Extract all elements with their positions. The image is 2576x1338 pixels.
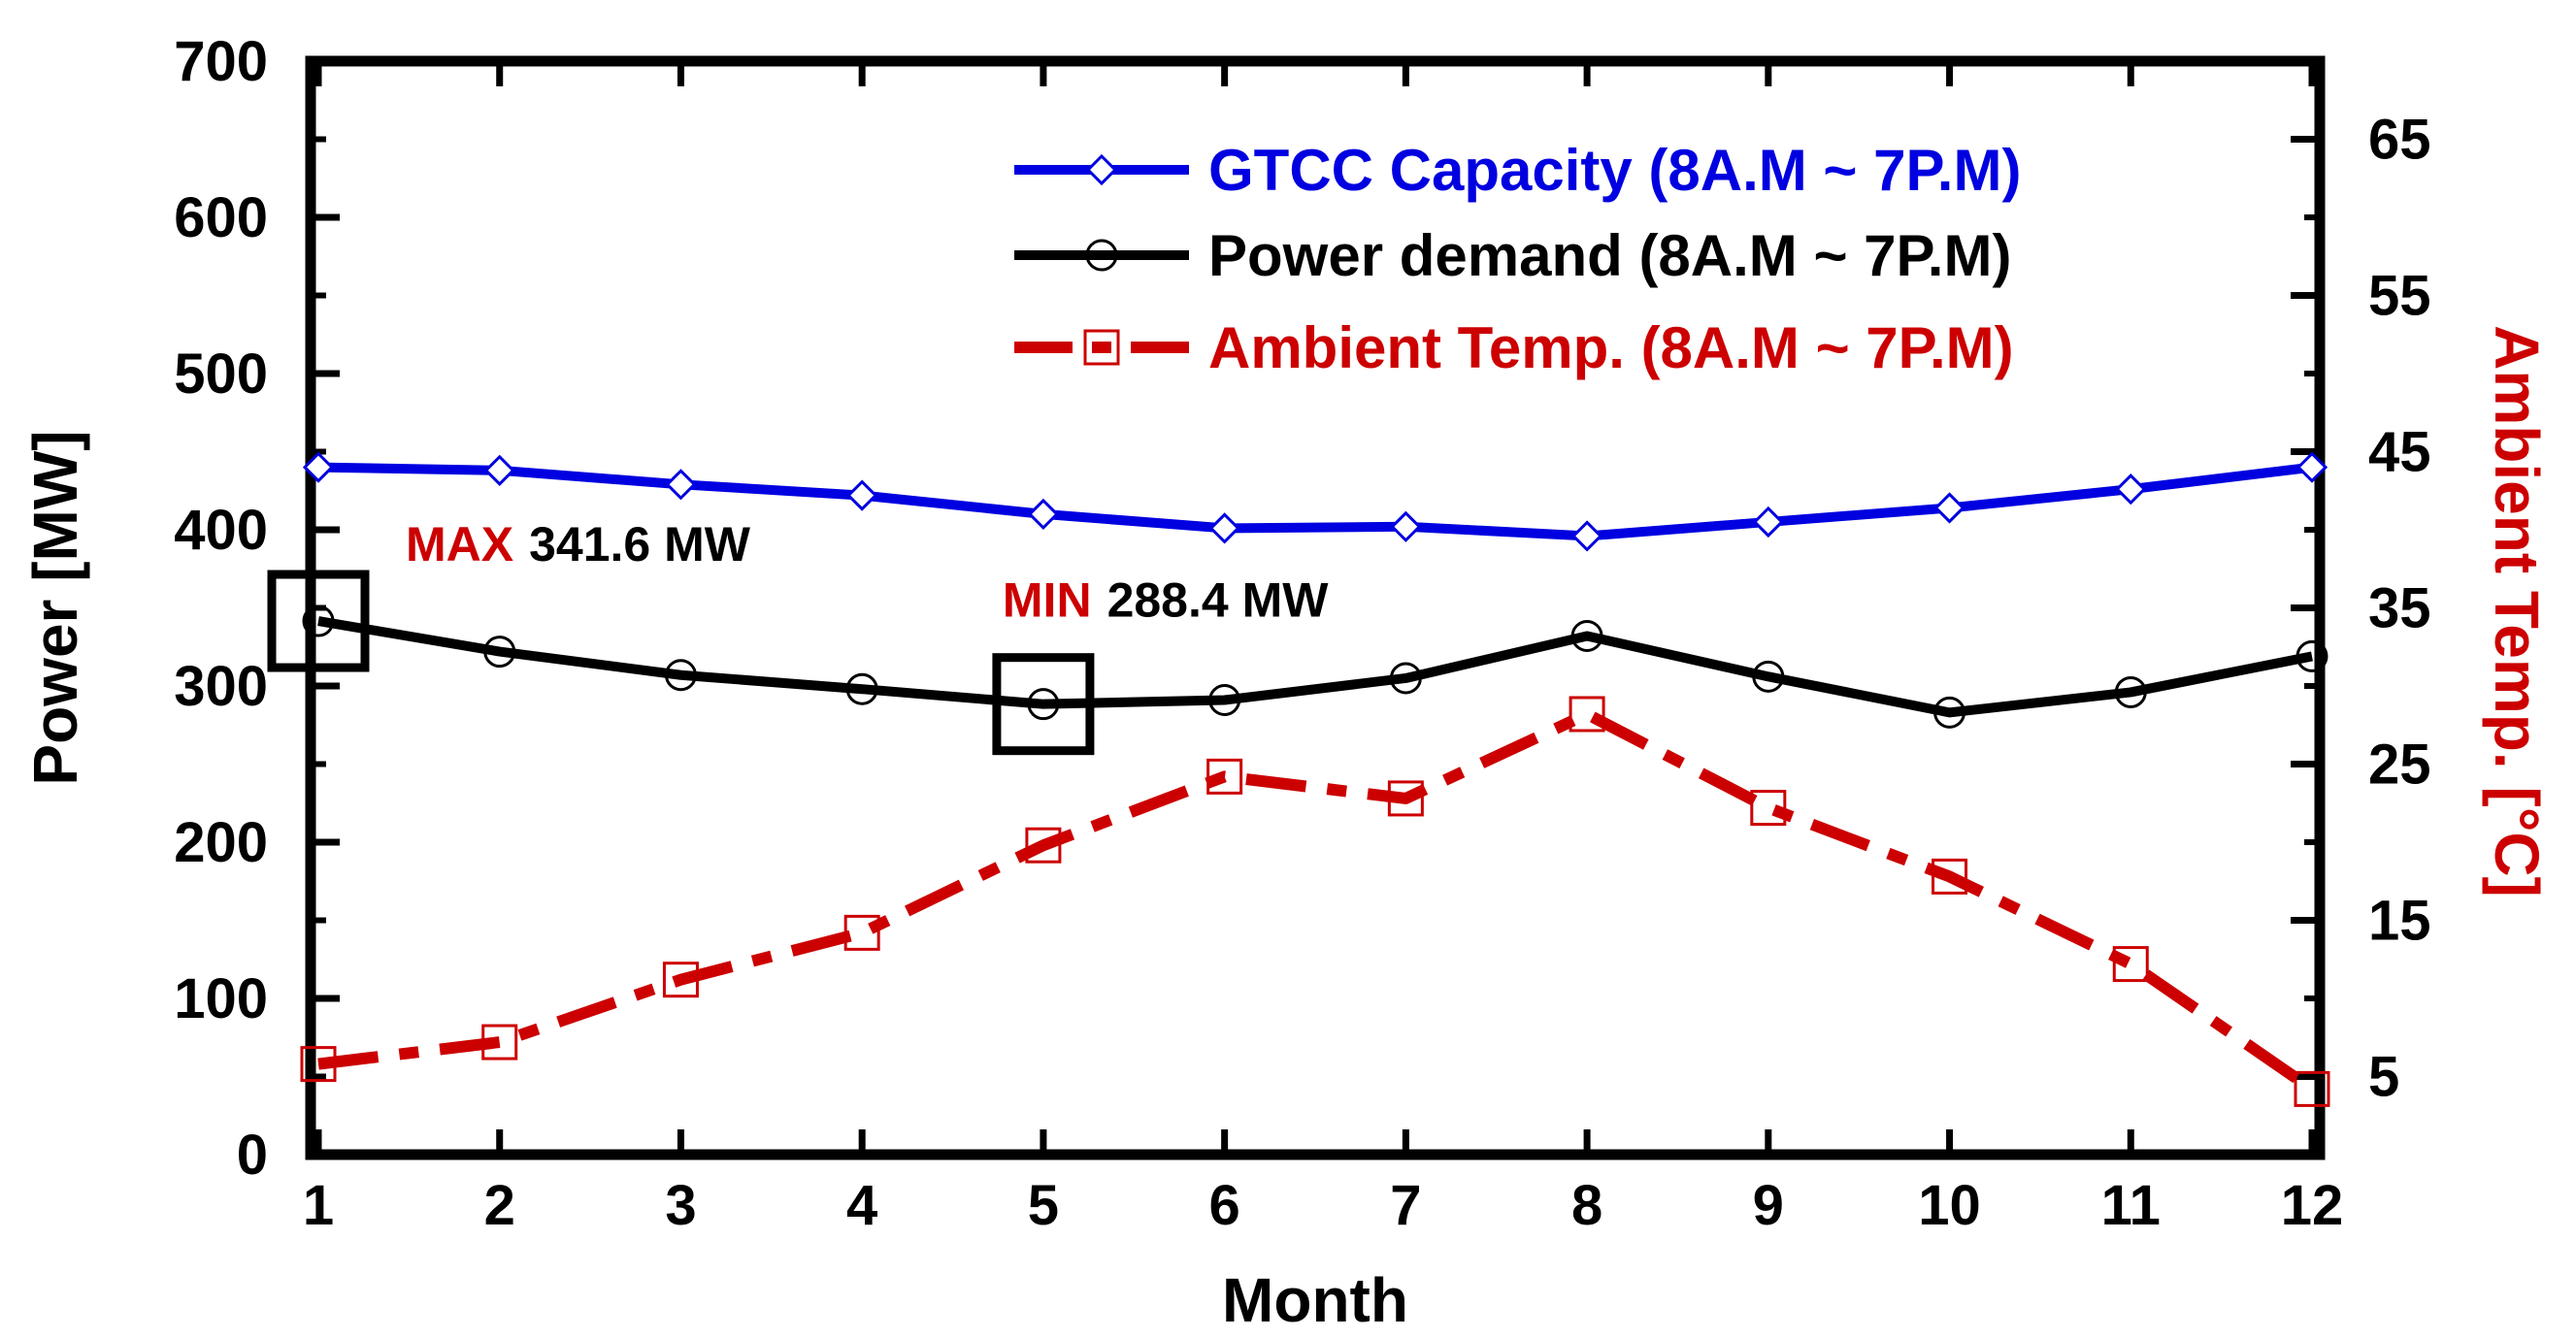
annotation-tag-max: MAX xyxy=(406,517,513,571)
data-point-ambient-temp xyxy=(1569,696,1605,733)
data-point-power-demand xyxy=(1570,619,1603,652)
data-point-gtcc-capacity xyxy=(2295,451,2328,483)
legend-label-gtcc-capacity: GTCC Capacity (8A.M ~ 7P.M) xyxy=(1208,138,2021,203)
data-point-ambient-temp xyxy=(662,962,699,998)
y-tick-label: 700 xyxy=(174,30,268,93)
x-tick-label: 10 xyxy=(1918,1174,1981,1237)
data-point-ambient-temp xyxy=(1387,780,1424,817)
y-axis-title: Power [MW] xyxy=(20,430,90,785)
x-tick-label: 3 xyxy=(665,1174,696,1237)
data-point-gtcc-capacity xyxy=(1208,512,1240,544)
x-tick-label: 5 xyxy=(1028,1174,1059,1237)
data-point-ambient-temp xyxy=(843,914,880,951)
annotation-tag-min: MIN xyxy=(1003,573,1092,628)
data-point-gtcc-capacity xyxy=(665,469,697,501)
y2-axis-title: Ambient Temp. [°C] xyxy=(2482,325,2552,897)
x-tick-label: 7 xyxy=(1390,1174,1421,1237)
annotation-value-min: 288.4 MW xyxy=(1107,573,1330,628)
data-point-power-demand xyxy=(2114,675,2147,708)
series-line-gtcc-capacity xyxy=(317,462,2313,541)
data-point-power-demand xyxy=(1933,696,1966,729)
x-tick-label: 4 xyxy=(846,1174,877,1237)
y-tick-label: 500 xyxy=(174,343,268,406)
data-point-power-demand xyxy=(302,604,335,637)
legend-label-power-demand: Power demand (8A.M ~ 7P.M) xyxy=(1208,223,2011,288)
x-tick-label: 8 xyxy=(1571,1174,1602,1237)
data-point-power-demand xyxy=(2295,639,2328,672)
y-tick-label: 0 xyxy=(237,1124,268,1187)
y-tick-label: 600 xyxy=(174,186,268,249)
y-tick-label: 400 xyxy=(174,499,268,562)
data-point-gtcc-capacity xyxy=(1933,492,1965,524)
y2-tick-label: 35 xyxy=(2368,577,2431,640)
data-point-power-demand xyxy=(483,636,516,669)
data-point-ambient-temp xyxy=(481,1024,518,1061)
series-line-ambient-temp xyxy=(317,707,2316,1094)
data-point-ambient-temp xyxy=(1025,827,1062,864)
y2-tick-label: 15 xyxy=(2368,890,2431,953)
y-tick-label: 200 xyxy=(174,811,268,874)
y2-tick-label: 45 xyxy=(2368,421,2431,484)
y2-tick-label: 65 xyxy=(2368,109,2431,172)
data-point-ambient-temp xyxy=(1750,790,1787,827)
annotation-value-max: 341.6 MW xyxy=(529,517,751,571)
y2-tick-label: 25 xyxy=(2368,734,2431,797)
data-point-ambient-temp xyxy=(2294,1070,2330,1107)
data-point-ambient-temp xyxy=(1932,858,1968,895)
data-point-power-demand xyxy=(1752,660,1785,693)
x-tick-label: 1 xyxy=(303,1174,334,1237)
annotation-box-min xyxy=(992,653,1095,756)
data-point-power-demand xyxy=(845,672,878,705)
data-point-gtcc-capacity xyxy=(1390,510,1422,542)
data-point-gtcc-capacity xyxy=(846,479,878,511)
y-tick-label: 100 xyxy=(174,967,268,1030)
series-line-power-demand xyxy=(317,616,2313,718)
legend-marker-ambient-temp xyxy=(1083,329,1120,366)
x-axis-title: Month xyxy=(1222,1265,1408,1335)
data-point-gtcc-capacity xyxy=(2115,473,2147,506)
legend-marker-power-demand xyxy=(1085,239,1118,272)
y2-tick-label: 55 xyxy=(2368,265,2431,328)
legend-marker-gtcc-capacity xyxy=(1085,153,1118,186)
annotation-box-max xyxy=(267,570,370,672)
data-point-gtcc-capacity xyxy=(1570,520,1603,552)
x-tick-label: 2 xyxy=(484,1174,515,1237)
x-tick-label: 6 xyxy=(1209,1174,1240,1237)
data-point-power-demand xyxy=(1027,688,1060,721)
x-tick-label: 12 xyxy=(2281,1174,2344,1237)
x-tick-label: 9 xyxy=(1753,1174,1784,1237)
data-point-ambient-temp xyxy=(1206,758,1243,795)
data-point-ambient-temp xyxy=(2112,946,2149,983)
data-point-power-demand xyxy=(1208,683,1241,716)
data-point-gtcc-capacity xyxy=(483,454,515,486)
data-point-gtcc-capacity xyxy=(1752,506,1784,538)
x-tick-label: 11 xyxy=(2101,1174,2161,1237)
data-point-gtcc-capacity xyxy=(1027,498,1060,531)
y2-tick-label: 5 xyxy=(2368,1046,2399,1109)
data-point-power-demand xyxy=(1389,662,1422,695)
data-point-gtcc-capacity xyxy=(302,451,335,483)
data-point-power-demand xyxy=(664,659,697,692)
y-tick-label: 300 xyxy=(174,655,268,718)
data-point-ambient-temp xyxy=(300,1046,337,1083)
legend-label-ambient-temp: Ambient Temp. (8A.M ~ 7P.M) xyxy=(1208,315,2014,380)
